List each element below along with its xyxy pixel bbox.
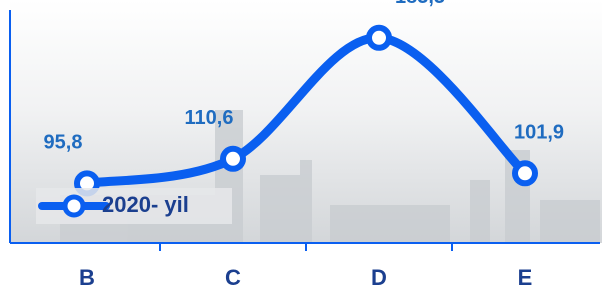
legend-marker <box>65 197 83 215</box>
x-tick-label: D <box>371 265 387 290</box>
marker <box>369 28 389 48</box>
value-label: 183,3 <box>395 0 445 8</box>
marker <box>515 163 535 183</box>
x-tick-label: B <box>79 265 95 290</box>
value-label: 110,6 <box>185 107 234 129</box>
x-tick-label: E <box>518 265 533 290</box>
marker <box>223 149 243 169</box>
legend-label: 2020- yil <box>102 192 189 217</box>
chart: B C D E 95,8 110,6 183,3 101,9 2020- yil <box>0 0 602 297</box>
value-label: 95,8 <box>44 132 83 154</box>
value-label: 101,9 <box>514 122 564 144</box>
x-tick-label: C <box>225 265 241 290</box>
